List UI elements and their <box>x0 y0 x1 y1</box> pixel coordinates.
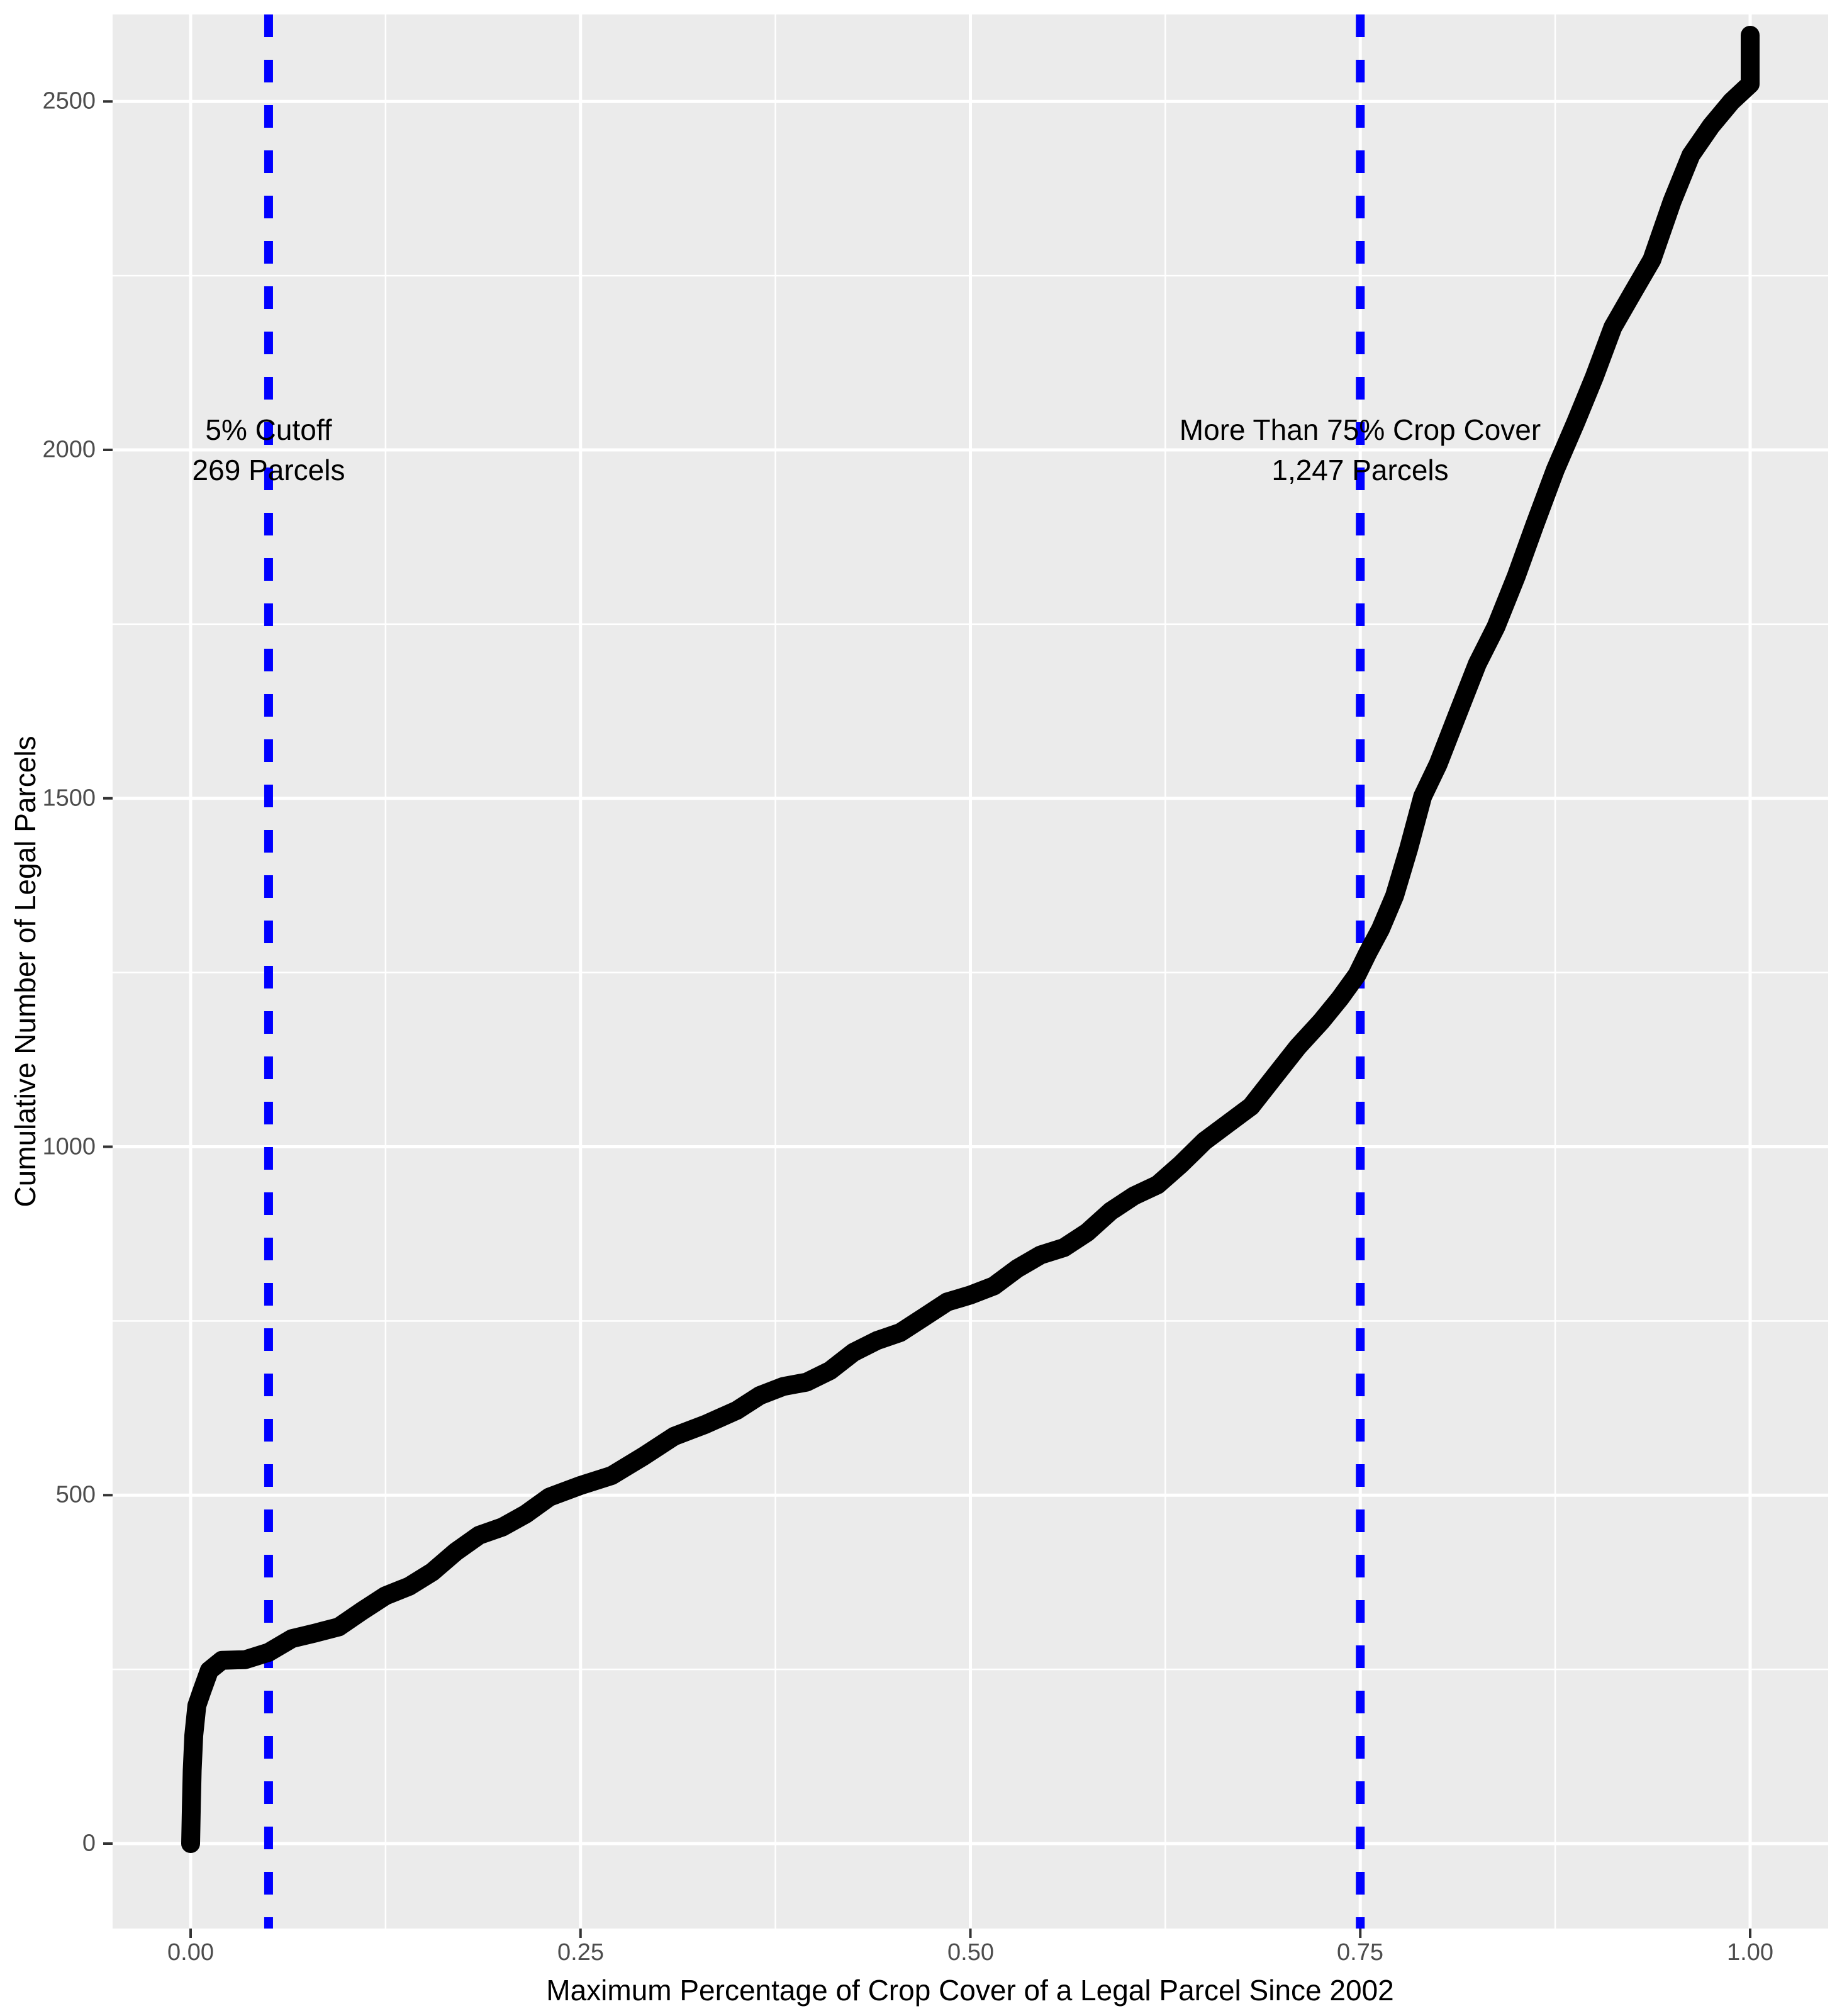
x-axis-title: Maximum Percentage of Crop Cover of a Le… <box>546 1974 1394 2007</box>
y-axis-tick-label: 2000 <box>42 436 96 463</box>
y-axis-tick-label: 1500 <box>42 785 96 812</box>
x-axis-tick-label: 1.00 <box>1727 1939 1773 1966</box>
x-axis-tick-label: 0.75 <box>1337 1939 1383 1966</box>
annotation-75pct-cover-count: 1,247 Parcels <box>1271 454 1449 486</box>
y-axis-tick-label: 0 <box>82 1830 96 1857</box>
y-axis-tick-label: 500 <box>55 1481 96 1508</box>
x-axis-tick-label: 0.50 <box>947 1939 994 1966</box>
x-axis-tick-label: 0.25 <box>557 1939 604 1966</box>
annotation-75pct-cover-title: More Than 75% Crop Cover <box>1179 413 1541 446</box>
y-axis-tick-label: 1000 <box>42 1133 96 1160</box>
x-axis-tick-label: 0.00 <box>167 1939 214 1966</box>
annotation-5pct-cutoff-count: 269 Parcels <box>192 454 345 486</box>
y-axis-tick-label: 2500 <box>42 87 96 115</box>
y-axis-title: Cumulative Number of Legal Parcels <box>9 736 42 1207</box>
annotation-5pct-cutoff-title: 5% Cutoff <box>205 413 332 446</box>
